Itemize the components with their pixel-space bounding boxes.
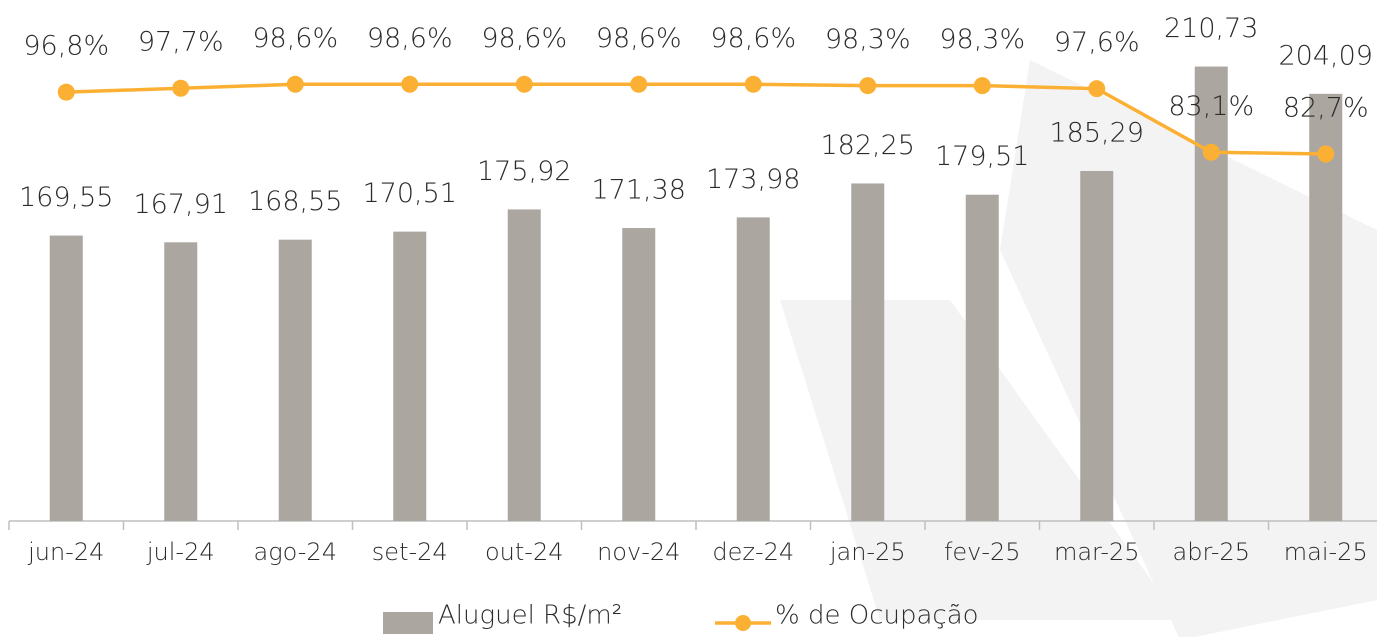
plot-area: jun-24 jul-24 ago-24 set-24 out-24 nov-24 dez-… — [8, 13, 1377, 634]
x-tick-label: jan-25 — [829, 538, 906, 566]
line-point — [744, 75, 762, 93]
legend-label: % de Ocupação — [775, 601, 979, 631]
bar — [736, 217, 770, 521]
x-tick-label: nov-24 — [597, 538, 680, 566]
line-value-label: 83,1% — [1168, 91, 1254, 122]
line-point — [973, 77, 991, 95]
line-value-label: 98,6% — [710, 23, 796, 54]
legend-swatch — [383, 612, 433, 634]
line-value-label: 98,6% — [367, 23, 453, 54]
x-tick-label: dez-24 — [712, 538, 794, 566]
line-point — [172, 79, 190, 97]
bar-value-label: 175,92 — [477, 156, 571, 187]
bar — [851, 183, 885, 522]
x-tick-label: out-24 — [485, 538, 564, 566]
bar-value-label: 169,55 — [19, 182, 113, 213]
bar — [1309, 93, 1343, 521]
bar — [164, 242, 198, 521]
bar-value-label: 210,73 — [1164, 13, 1258, 44]
line-value-label: 98,3% — [939, 24, 1025, 55]
line-point — [1202, 143, 1220, 161]
line-point — [515, 75, 533, 93]
bar-value-label: 170,51 — [363, 178, 457, 209]
line-value-label: 97,6% — [1054, 27, 1140, 58]
legend: Aluguel R$/m² % de Ocupação — [383, 601, 979, 634]
line-point — [1088, 80, 1106, 98]
bar-value-label: 185,29 — [1050, 117, 1144, 148]
line-point — [1317, 145, 1335, 163]
x-tick-label: fev-25 — [944, 538, 1021, 566]
bar — [49, 235, 83, 521]
line-value-label: 98,6% — [596, 23, 682, 54]
x-tick-label: jun-24 — [27, 538, 104, 566]
legend-swatch-point — [735, 615, 751, 631]
x-tick-label: ago-24 — [254, 538, 337, 566]
bar — [507, 209, 541, 521]
bar-value-label: 168,55 — [248, 186, 342, 217]
line-value-label: 97,7% — [138, 27, 224, 58]
x-tick-label: mai-25 — [1284, 538, 1368, 566]
bar — [278, 239, 312, 521]
bar-value-label: 204,09 — [1279, 40, 1373, 71]
line — [66, 82, 1326, 156]
line-value-label: 98,3% — [825, 24, 911, 55]
x-tick-label: mar-25 — [1054, 538, 1140, 566]
line-point — [401, 75, 419, 93]
line-value-label: 98,6% — [481, 23, 567, 54]
bar — [1080, 170, 1114, 521]
line-value-label: 98,6% — [252, 23, 338, 54]
bar-value-label: 167,91 — [134, 189, 228, 220]
x-tick-label: set-24 — [372, 538, 448, 566]
bar — [393, 231, 427, 521]
bar-value-label: 171,38 — [592, 175, 686, 206]
line-point — [630, 75, 648, 93]
line-point — [57, 83, 75, 101]
line-point — [286, 75, 304, 93]
line-value-label: 96,8% — [23, 31, 109, 62]
bar-value-label: 179,51 — [935, 141, 1029, 172]
x-tick-label: jul-24 — [146, 538, 215, 566]
line-point — [859, 77, 877, 95]
bar-value-label: 173,98 — [706, 164, 800, 195]
line-value-label: 82,7% — [1283, 93, 1369, 124]
bar-value-label: 182,25 — [821, 130, 915, 161]
legend-label: Aluguel R$/m² — [438, 601, 622, 631]
bar — [1194, 66, 1228, 521]
x-tick-label: abr-25 — [1173, 538, 1250, 566]
bar — [622, 228, 656, 522]
bar — [965, 194, 999, 521]
